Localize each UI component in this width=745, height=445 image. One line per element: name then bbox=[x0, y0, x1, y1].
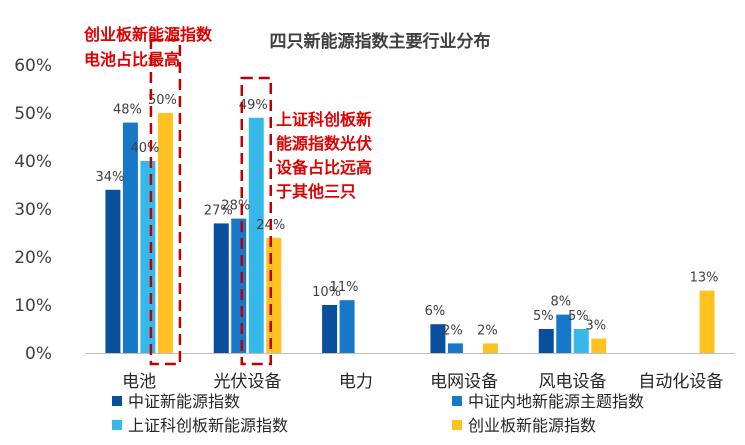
data-label: 50% bbox=[148, 93, 177, 108]
bar bbox=[248, 117, 264, 353]
data-label: 49% bbox=[239, 98, 268, 113]
annotation-line: 电池占比最高 bbox=[84, 50, 180, 69]
legend-label: 中证新能源指数 bbox=[128, 392, 240, 411]
bar bbox=[231, 218, 247, 353]
x-tick-label: 光伏设备 bbox=[214, 372, 282, 392]
bar bbox=[447, 343, 463, 353]
data-label: 48% bbox=[113, 103, 142, 118]
y-tick-label: 40% bbox=[14, 152, 52, 172]
data-label: 5% bbox=[568, 309, 589, 324]
bar bbox=[105, 189, 121, 353]
bar bbox=[573, 329, 589, 353]
y-tick-label: 10% bbox=[14, 296, 52, 316]
legend-label: 上证科创板新能源指数 bbox=[128, 416, 288, 435]
data-label: 27% bbox=[204, 203, 233, 218]
data-labels: 34%48%40%50%27%28%49%24%10%11%6%2% 2%5%8%… bbox=[95, 93, 718, 338]
bar bbox=[122, 122, 138, 353]
data-label: 34% bbox=[95, 170, 124, 185]
y-tick-label: 60% bbox=[14, 56, 52, 76]
data-label: 40% bbox=[130, 141, 159, 156]
bar bbox=[699, 290, 715, 353]
data-label: 3% bbox=[585, 319, 606, 334]
data-label: 11% bbox=[330, 280, 359, 295]
annotation-line: 于其他三只 bbox=[276, 182, 356, 201]
x-tick-label: 电力 bbox=[339, 372, 373, 392]
chart-title: 四只新能源指数主要行业分布 bbox=[270, 31, 491, 52]
legend-label: 中证内地新能源主题指数 bbox=[468, 392, 644, 411]
data-label: 10% bbox=[312, 285, 341, 300]
y-tick-label: 30% bbox=[14, 200, 52, 220]
data-label: 2% bbox=[477, 323, 498, 338]
data-label: 13% bbox=[690, 271, 719, 286]
y-tick-label: 0% bbox=[25, 344, 52, 364]
annotation-line: 创业板新能源指数 bbox=[83, 25, 213, 44]
data-label: 6% bbox=[425, 304, 446, 319]
annotation-line: 上证科创板新 bbox=[276, 110, 372, 129]
bar bbox=[339, 300, 355, 353]
annotation-line: 设备占比远高 bbox=[276, 158, 372, 177]
data-label: 2% bbox=[442, 323, 463, 338]
highlight-box bbox=[240, 76, 272, 366]
y-tick-label: 20% bbox=[14, 248, 52, 268]
annotation-line: 能源指数光伏 bbox=[276, 134, 372, 153]
legend-swatch bbox=[112, 420, 122, 430]
highlight-boxes bbox=[149, 38, 272, 366]
y-axis: 0% 10% 20% 30% 40% 50% 60% bbox=[14, 56, 735, 364]
bar bbox=[157, 113, 173, 353]
x-tick-label: 风电设备 bbox=[539, 372, 607, 392]
bar bbox=[213, 223, 229, 353]
bar bbox=[591, 338, 607, 353]
legend-swatch bbox=[112, 396, 122, 406]
data-label: 28% bbox=[221, 199, 250, 214]
legend-label: 创业板新能源指数 bbox=[468, 416, 596, 435]
x-axis: 电池 光伏设备 电力 电网设备 风电设备 自动化设备 bbox=[122, 372, 723, 392]
bar bbox=[482, 343, 498, 353]
bar bbox=[556, 314, 572, 353]
bar bbox=[322, 305, 338, 353]
bars bbox=[105, 113, 715, 353]
x-tick-label: 电池 bbox=[122, 372, 156, 392]
y-tick-label: 50% bbox=[14, 104, 52, 124]
data-label: 8% bbox=[550, 295, 571, 310]
bar bbox=[140, 161, 156, 353]
data-label: 5% bbox=[533, 309, 554, 324]
highlight-box bbox=[149, 38, 182, 366]
bar bbox=[266, 237, 282, 353]
x-tick-label: 自动化设备 bbox=[638, 372, 723, 392]
legend-swatch bbox=[452, 420, 462, 430]
legend-swatch bbox=[452, 396, 462, 406]
bar bbox=[430, 324, 446, 353]
x-tick-label: 电网设备 bbox=[430, 372, 498, 392]
bar bbox=[538, 329, 554, 353]
